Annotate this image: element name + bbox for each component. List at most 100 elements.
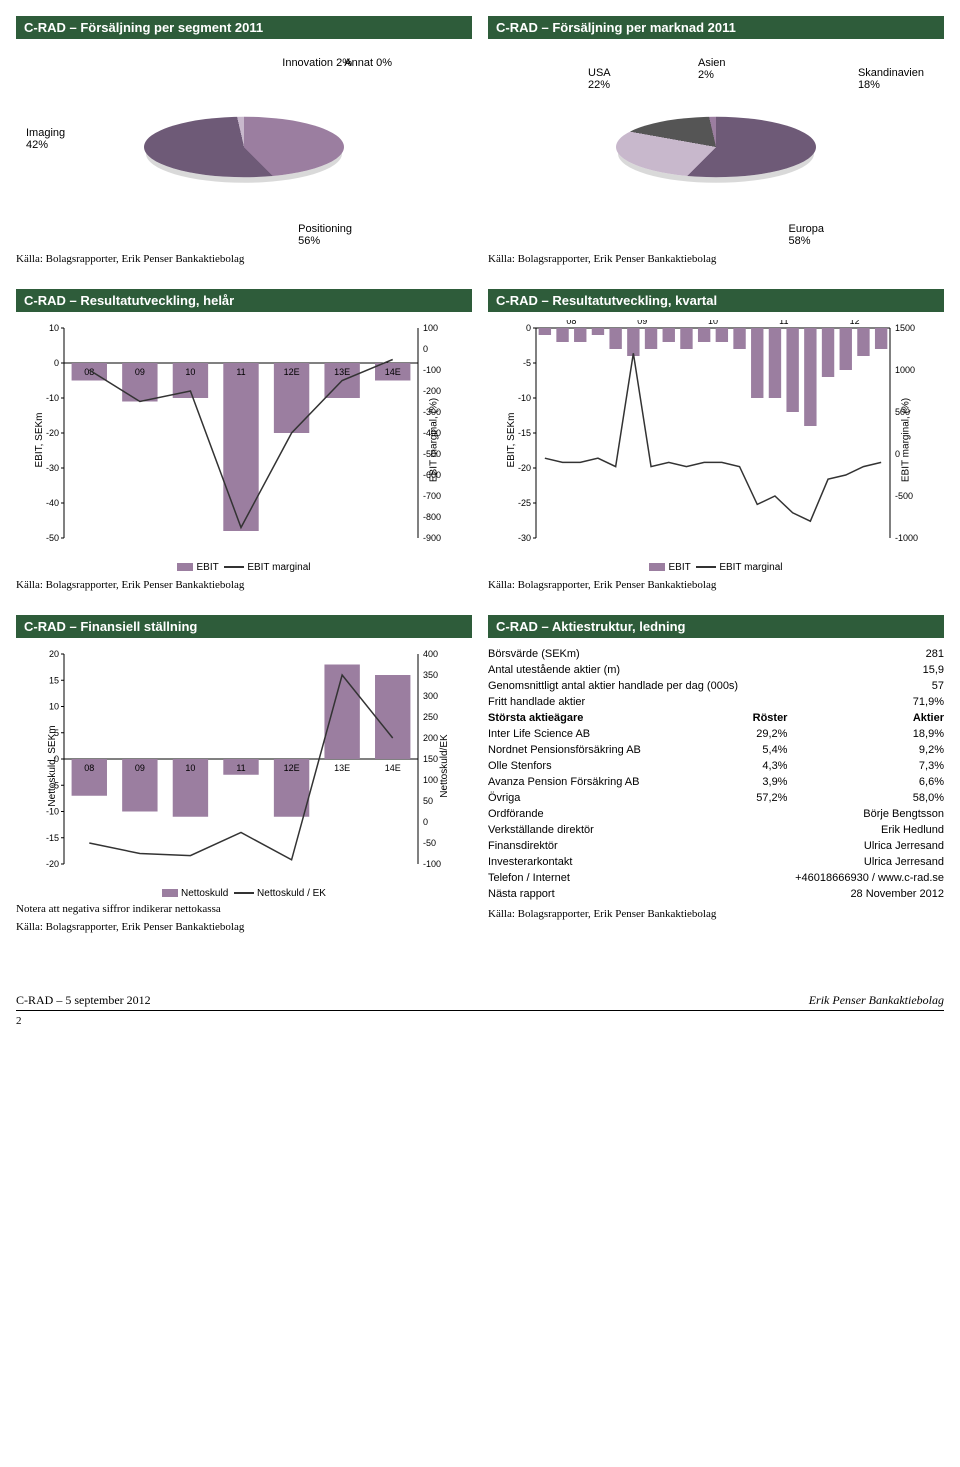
panel-title: C-RAD – Resultatutveckling, kvartal (488, 289, 944, 312)
svg-text:08: 08 (84, 763, 94, 773)
svg-text:-700: -700 (423, 491, 441, 501)
svg-text:350: 350 (423, 670, 438, 680)
source-text: Källa: Bolagsrapporter, Erik Penser Bank… (16, 579, 472, 591)
svg-text:12: 12 (850, 320, 860, 326)
axis-label-left: Nettoskuld, SEKm (47, 725, 58, 806)
svg-text:10: 10 (185, 763, 195, 773)
pie-label-europa: Europa58% (789, 223, 824, 247)
svg-text:200: 200 (423, 733, 438, 743)
svg-text:-500: -500 (895, 491, 913, 501)
svg-text:10: 10 (185, 367, 195, 377)
legend: Nettoskuld Nettoskuld / EK (16, 888, 472, 899)
pie-market: Europa58% USA22% Skandinavien18% Asien2% (488, 47, 944, 247)
svg-text:-200: -200 (423, 386, 441, 396)
panel-title: C-RAD – Finansiell ställning (16, 615, 472, 638)
panel-title: C-RAD – Resultatutveckling, helår (16, 289, 472, 312)
pie-label-asien: Asien2% (698, 57, 726, 81)
chart-quarterly: EBIT, SEKm EBIT marginal, (%) -30 -25 -20 -… (488, 320, 944, 560)
svg-text:-1000: -1000 (895, 533, 918, 543)
chart-note: Notera att negativa siffror indikerar ne… (16, 903, 472, 915)
axis-label-right: EBIT marginal, (%) (428, 398, 439, 482)
page-footer: C-RAD – 5 september 2012 Erik Penser Ban… (16, 993, 944, 1011)
pie-label-annat: Annat 0% (344, 57, 392, 69)
svg-text:0: 0 (526, 323, 531, 333)
svg-text:-100: -100 (423, 859, 441, 869)
svg-text:10: 10 (49, 323, 59, 333)
chart-annual: EBIT, SEKm EBIT marginal, (%) -50 -40 -30 -… (16, 320, 472, 560)
svg-text:0: 0 (423, 817, 428, 827)
panel-title: C-RAD – Aktiestruktur, ledning (488, 615, 944, 638)
svg-text:0: 0 (54, 358, 59, 368)
legend: EBIT EBIT marginal (488, 562, 944, 573)
svg-text:-40: -40 (46, 498, 59, 508)
chart-financial: Nettoskuld, SEKm Nettoskuld/EK -20 -15 -10… (16, 646, 472, 886)
svg-text:-15: -15 (46, 833, 59, 843)
svg-text:11: 11 (779, 320, 788, 326)
svg-text:13E: 13E (334, 763, 350, 773)
svg-text:0: 0 (895, 449, 900, 459)
svg-text:-15: -15 (518, 428, 531, 438)
svg-text:-5: -5 (523, 358, 531, 368)
axis-label-right: Nettoskuld/EK (439, 734, 450, 797)
svg-text:150: 150 (423, 754, 438, 764)
svg-text:15: 15 (49, 675, 59, 685)
svg-text:-30: -30 (518, 533, 531, 543)
svg-text:50: 50 (423, 796, 433, 806)
svg-text:13E: 13E (334, 367, 350, 377)
source-text: Källa: Bolagsrapporter, Erik Penser Bank… (16, 253, 472, 265)
svg-text:20: 20 (49, 649, 59, 659)
footer-left: C-RAD – 5 september 2012 (16, 993, 151, 1008)
legend: EBIT EBIT marginal (16, 562, 472, 573)
panel-title: C-RAD – Försäljning per marknad 2011 (488, 16, 944, 39)
svg-text:08: 08 (566, 320, 576, 326)
svg-text:0: 0 (423, 344, 428, 354)
svg-text:-100: -100 (423, 365, 441, 375)
axis-label-left: EBIT, SEKm (506, 412, 517, 467)
pie-label-positioning: Positioning56% (298, 223, 352, 247)
svg-text:1000: 1000 (895, 365, 915, 375)
svg-text:-50: -50 (423, 838, 436, 848)
svg-text:-50: -50 (46, 533, 59, 543)
svg-text:300: 300 (423, 691, 438, 701)
svg-text:-10: -10 (46, 807, 59, 817)
svg-text:10: 10 (49, 702, 59, 712)
svg-text:11: 11 (236, 763, 245, 773)
svg-text:400: 400 (423, 649, 438, 659)
pie-label-innovation: Innovation 2% (282, 57, 352, 69)
svg-text:-25: -25 (518, 498, 531, 508)
svg-text:12E: 12E (284, 763, 300, 773)
svg-text:100: 100 (423, 323, 438, 333)
svg-text:11: 11 (236, 367, 245, 377)
svg-text:-20: -20 (518, 463, 531, 473)
footer-right: Erik Penser Bankaktiebolag (809, 993, 944, 1008)
stock-info-table: Börsvärde (SEKm)281Antal utestående akti… (488, 646, 944, 902)
svg-text:09: 09 (135, 367, 145, 377)
axis-label-left: EBIT, SEKm (34, 412, 45, 467)
svg-text:100: 100 (423, 775, 438, 785)
pie-label-skand: Skandinavien18% (858, 67, 924, 91)
panel-title: C-RAD – Försäljning per segment 2011 (16, 16, 472, 39)
page-number: 2 (16, 1015, 944, 1027)
svg-text:-900: -900 (423, 533, 441, 543)
svg-text:250: 250 (423, 712, 438, 722)
svg-text:-10: -10 (518, 393, 531, 403)
source-text: Källa: Bolagsrapporter, Erik Penser Bank… (488, 579, 944, 591)
source-text: Källa: Bolagsrapporter, Erik Penser Bank… (488, 908, 944, 920)
svg-text:12E: 12E (284, 367, 300, 377)
svg-text:1500: 1500 (895, 323, 915, 333)
svg-text:-30: -30 (46, 463, 59, 473)
svg-text:-10: -10 (46, 393, 59, 403)
source-text: Källa: Bolagsrapporter, Erik Penser Bank… (488, 253, 944, 265)
pie-segment: Imaging42% Positioning56% Innovation 2% … (16, 47, 472, 247)
svg-text:14E: 14E (385, 763, 401, 773)
source-text: Källa: Bolagsrapporter, Erik Penser Bank… (16, 921, 472, 933)
svg-text:-800: -800 (423, 512, 441, 522)
pie-label-usa: USA22% (588, 67, 611, 91)
svg-text:09: 09 (637, 320, 647, 326)
axis-label-right: EBIT marginal, (%) (900, 398, 911, 482)
svg-text:-20: -20 (46, 859, 59, 869)
svg-text:-20: -20 (46, 428, 59, 438)
svg-text:14E: 14E (385, 367, 401, 377)
svg-text:10: 10 (708, 320, 718, 326)
pie-label-imaging: Imaging42% (26, 127, 65, 151)
